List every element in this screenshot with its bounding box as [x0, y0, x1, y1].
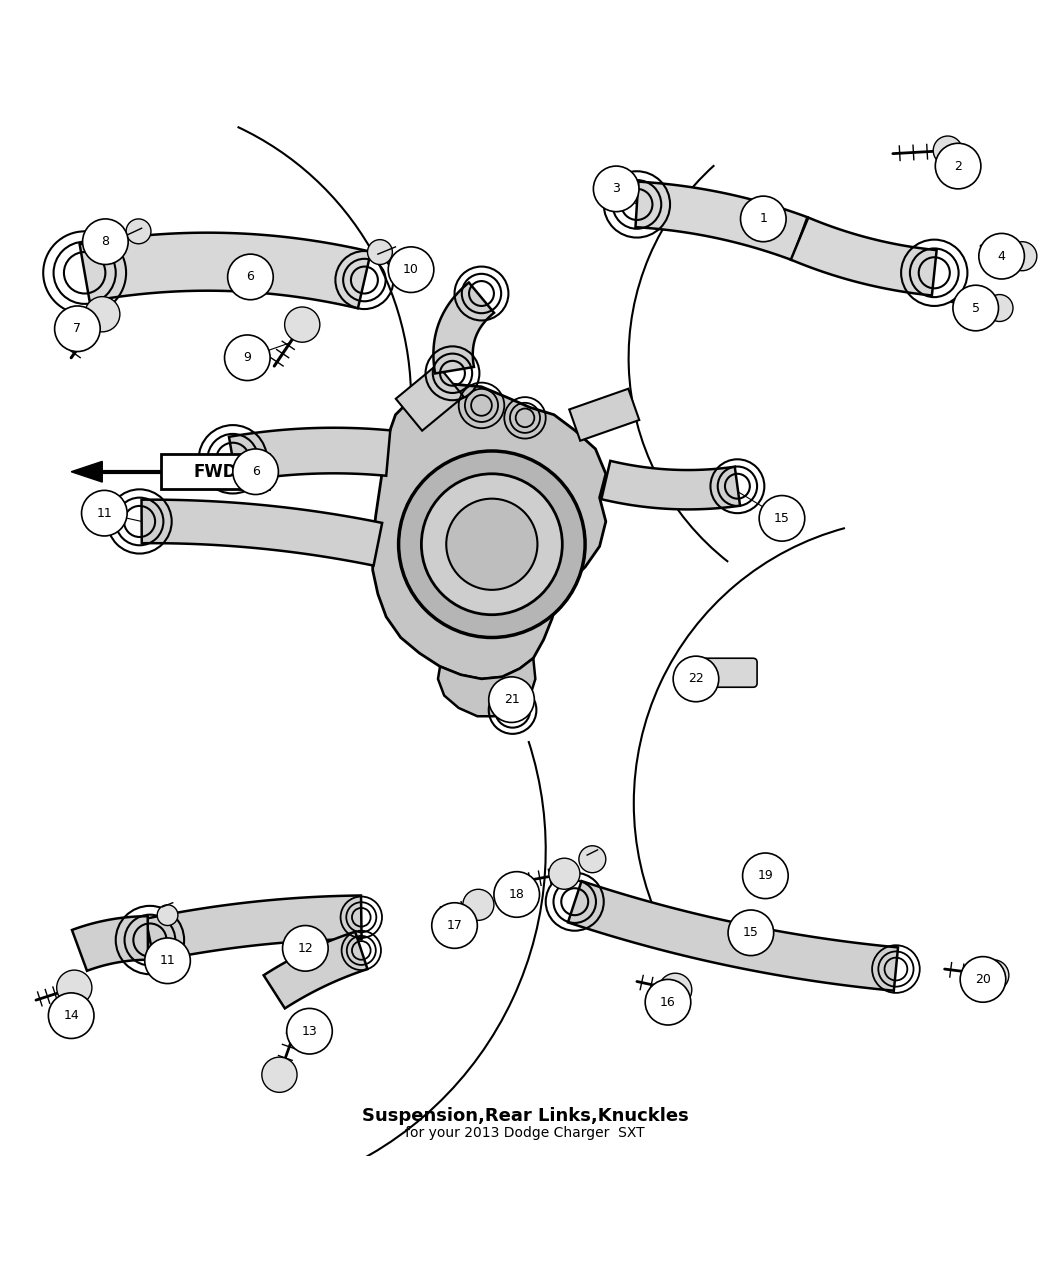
- Circle shape: [986, 295, 1013, 321]
- Polygon shape: [80, 232, 371, 309]
- Text: for your 2013 Dodge Charger  SXT: for your 2013 Dodge Charger SXT: [405, 1126, 645, 1140]
- Polygon shape: [142, 500, 382, 566]
- Circle shape: [158, 905, 177, 926]
- Text: 11: 11: [97, 506, 112, 520]
- Circle shape: [225, 335, 270, 380]
- Circle shape: [960, 956, 1006, 1002]
- Circle shape: [287, 1009, 332, 1054]
- Polygon shape: [396, 365, 464, 431]
- Text: 12: 12: [297, 942, 313, 955]
- Circle shape: [978, 960, 1009, 991]
- Circle shape: [233, 449, 278, 495]
- Text: 16: 16: [660, 996, 676, 1009]
- Polygon shape: [438, 658, 536, 717]
- Text: 19: 19: [757, 870, 773, 882]
- Polygon shape: [229, 427, 391, 482]
- Circle shape: [488, 677, 534, 723]
- Text: 9: 9: [244, 351, 251, 365]
- Circle shape: [759, 496, 804, 541]
- Circle shape: [579, 845, 606, 872]
- Circle shape: [261, 1057, 297, 1093]
- Circle shape: [645, 979, 691, 1025]
- Polygon shape: [72, 917, 148, 970]
- Polygon shape: [373, 384, 606, 680]
- Text: 10: 10: [403, 263, 419, 277]
- Circle shape: [85, 297, 120, 332]
- Text: 18: 18: [509, 887, 525, 901]
- Text: 14: 14: [63, 1010, 79, 1023]
- FancyBboxPatch shape: [689, 658, 757, 687]
- Circle shape: [936, 143, 981, 189]
- Text: 6: 6: [247, 270, 254, 283]
- Polygon shape: [569, 389, 639, 441]
- Polygon shape: [434, 283, 495, 374]
- Polygon shape: [264, 932, 368, 1009]
- Circle shape: [228, 254, 273, 300]
- Text: FWD: FWD: [193, 463, 237, 481]
- Text: 22: 22: [688, 672, 704, 686]
- Text: 1: 1: [759, 213, 768, 226]
- Text: 20: 20: [975, 973, 991, 986]
- Text: 3: 3: [612, 182, 621, 195]
- Circle shape: [728, 910, 774, 955]
- Text: 8: 8: [102, 235, 109, 249]
- Circle shape: [82, 491, 127, 536]
- Circle shape: [282, 926, 329, 972]
- Circle shape: [953, 286, 999, 330]
- Circle shape: [1008, 242, 1036, 270]
- Circle shape: [285, 307, 320, 342]
- Circle shape: [83, 219, 128, 264]
- Text: 4: 4: [998, 250, 1006, 263]
- Polygon shape: [71, 462, 102, 482]
- Polygon shape: [791, 218, 937, 296]
- Text: 15: 15: [774, 511, 790, 525]
- Text: 6: 6: [252, 465, 259, 478]
- FancyBboxPatch shape: [162, 454, 269, 490]
- Circle shape: [740, 196, 786, 242]
- Circle shape: [368, 240, 393, 264]
- Circle shape: [673, 657, 719, 701]
- Polygon shape: [602, 460, 740, 510]
- Circle shape: [933, 136, 962, 164]
- Circle shape: [48, 993, 94, 1038]
- Circle shape: [399, 451, 585, 638]
- Circle shape: [979, 233, 1025, 279]
- Circle shape: [742, 853, 789, 899]
- Circle shape: [145, 938, 190, 983]
- Circle shape: [57, 970, 92, 1005]
- Circle shape: [494, 872, 540, 917]
- Text: 2: 2: [954, 159, 962, 172]
- Text: 21: 21: [504, 694, 520, 706]
- Text: 15: 15: [743, 927, 759, 940]
- Circle shape: [446, 499, 538, 590]
- Circle shape: [55, 306, 100, 352]
- Circle shape: [432, 903, 478, 949]
- Text: Suspension,Rear Links,Knuckles: Suspension,Rear Links,Knuckles: [361, 1107, 689, 1125]
- Circle shape: [463, 889, 494, 921]
- Text: 13: 13: [301, 1025, 317, 1038]
- Polygon shape: [568, 881, 898, 991]
- Text: 17: 17: [446, 919, 462, 932]
- Circle shape: [126, 219, 151, 244]
- Circle shape: [549, 858, 580, 889]
- Circle shape: [658, 973, 692, 1006]
- Polygon shape: [635, 181, 807, 260]
- Circle shape: [388, 247, 434, 292]
- Circle shape: [593, 166, 639, 212]
- Text: 11: 11: [160, 954, 175, 968]
- Polygon shape: [146, 895, 361, 961]
- Text: 7: 7: [74, 323, 82, 335]
- Text: 5: 5: [971, 301, 980, 315]
- Circle shape: [421, 474, 563, 615]
